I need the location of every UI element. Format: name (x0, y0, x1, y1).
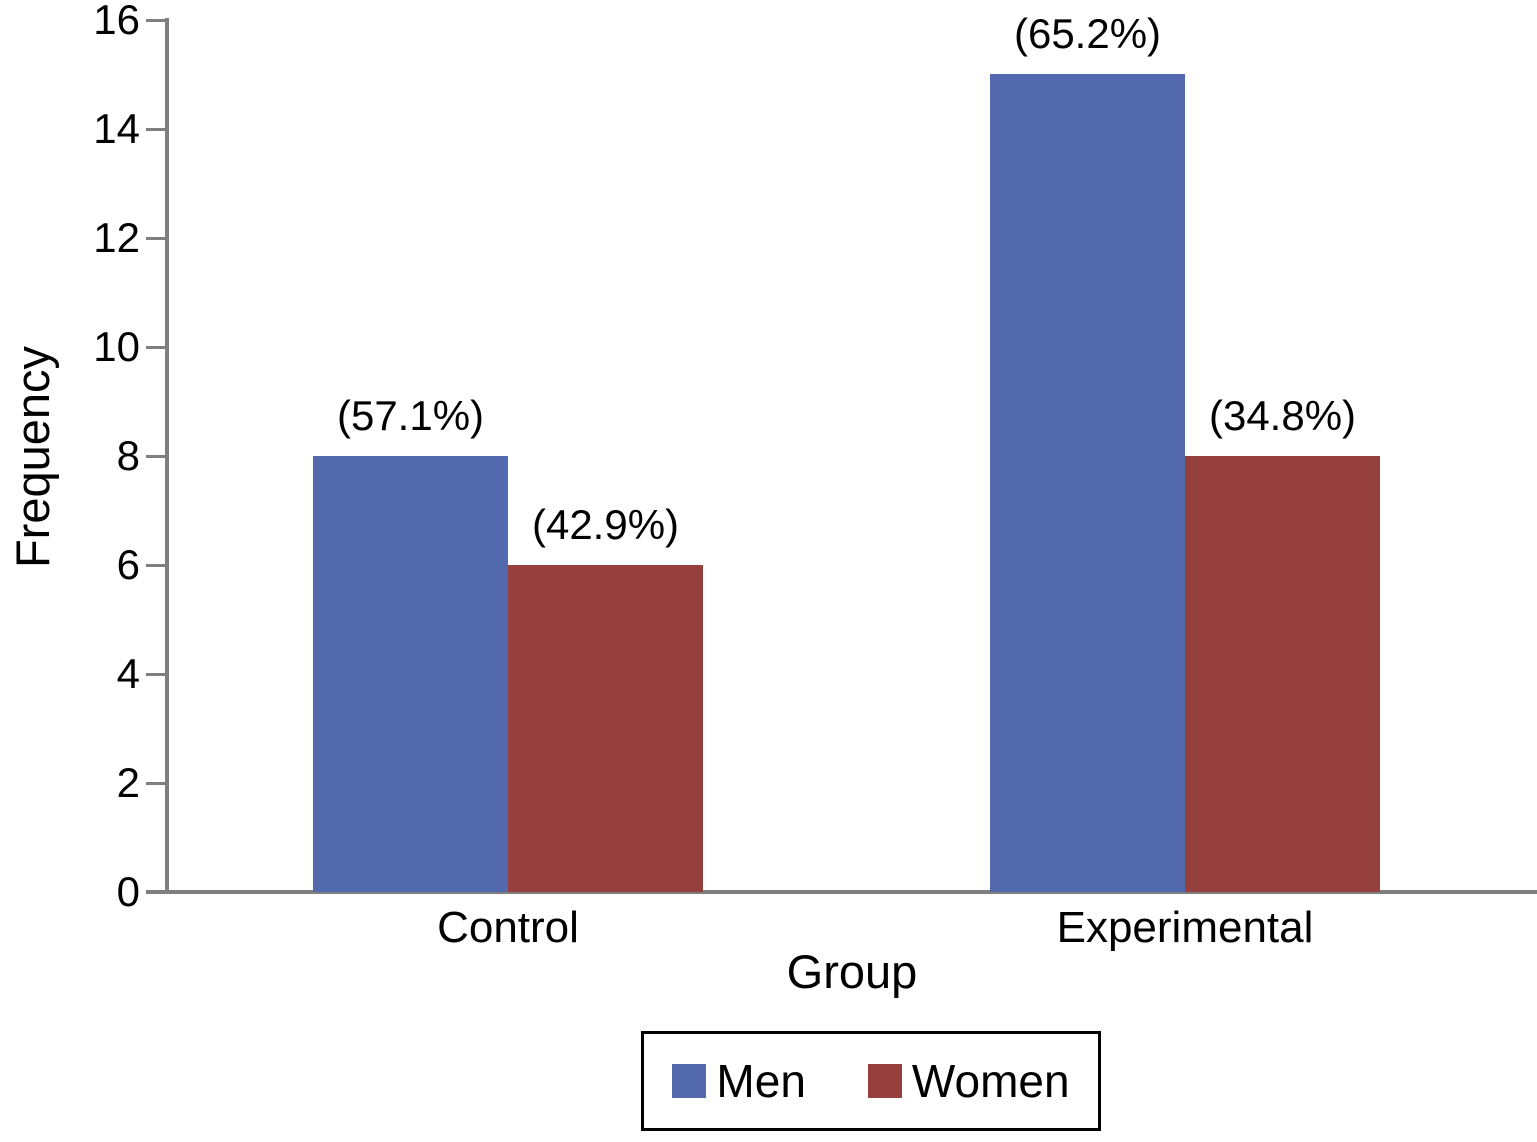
bar-value-label-men-experimental: (65.2%) (1013, 10, 1162, 57)
y-tick-mark (146, 672, 167, 676)
y-tick-label: 2 (116, 759, 140, 806)
legend-label-women: Women (911, 1055, 1070, 1107)
women-color-swatch-icon (867, 1064, 902, 1098)
legend-box: Men Women (641, 1031, 1101, 1131)
y-tick-mark (146, 345, 167, 349)
y-tick-label: 6 (116, 541, 140, 588)
y-tick-mark (146, 781, 167, 785)
y-tick-label: 0 (116, 868, 140, 915)
men-color-swatch-icon (672, 1064, 707, 1098)
legend-item-women: Women (867, 1055, 1070, 1107)
bar-women-experimental (1185, 456, 1380, 892)
y-tick-mark (146, 127, 167, 131)
bar-men-experimental (990, 74, 1185, 892)
y-axis-line (165, 18, 169, 894)
bar-men-control (313, 456, 508, 892)
legend-label-men: Men (716, 1055, 806, 1107)
x-category-label-experimental: Experimental (1056, 903, 1314, 952)
bar-value-label-men-control: (57.1%) (336, 392, 485, 439)
y-tick-mark (146, 236, 167, 240)
bar-women-control (508, 565, 703, 892)
y-tick-mark (146, 563, 167, 567)
legend-item-men: Men (672, 1055, 806, 1107)
y-tick-label: 14 (93, 105, 140, 152)
y-tick-label: 8 (116, 432, 140, 479)
x-axis-title: Group (786, 945, 918, 998)
y-tick-label: 12 (93, 214, 140, 261)
y-tick-mark (146, 18, 167, 22)
y-tick-label: 10 (93, 323, 140, 370)
bar-value-label-women-control: (42.9%) (531, 501, 680, 548)
bar-value-label-women-experimental: (34.8%) (1208, 392, 1357, 439)
y-tick-label: 16 (93, 0, 140, 43)
x-category-label-control: Control (437, 903, 579, 952)
y-tick-label: 4 (116, 650, 140, 697)
y-tick-mark (146, 454, 167, 458)
x-axis-line (146, 890, 1537, 894)
